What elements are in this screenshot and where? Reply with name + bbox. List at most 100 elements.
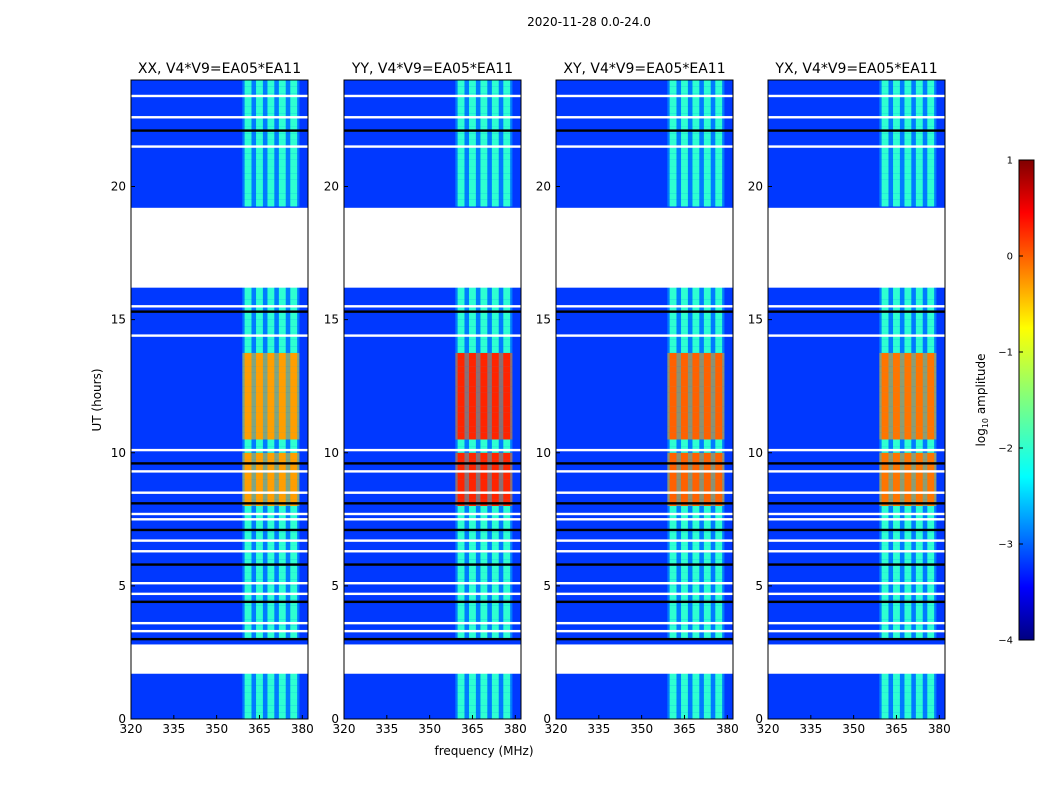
rfi-channel-cell: [715, 605, 723, 613]
rfi-channel-cell: [893, 679, 900, 686]
rfi-channel-cell: [927, 705, 935, 713]
rfi-channel-cell: [715, 159, 723, 167]
rfi-channel-cell: [915, 699, 923, 706]
rfi-channel-cell: [692, 399, 700, 407]
rfi-channel-cell: [904, 119, 912, 127]
rfi-channel-cell: [703, 679, 711, 686]
rfi-channel-cell: [681, 699, 688, 706]
rfi-channel-cell: [278, 359, 286, 367]
rfi-channel-cell: [715, 492, 723, 500]
rfi-channel-cell: [881, 452, 889, 460]
rfi-channel-cell: [244, 506, 252, 513]
rfi-channel-cell: [681, 472, 688, 480]
rfi-channel-cell: [244, 426, 252, 433]
rfi-channel-cell: [267, 193, 275, 200]
rfi-channel-cell: [469, 159, 476, 167]
rfi-channel-cell: [457, 492, 465, 500]
rfi-channel-cell: [703, 572, 711, 580]
rfi-channel-cell: [503, 80, 511, 87]
rfi-channel-cell: [457, 392, 465, 400]
rfi-channel-cell: [703, 412, 711, 420]
rfi-channel-cell: [267, 379, 275, 387]
rfi-channel-cell: [244, 679, 252, 686]
rfi-channel-cell: [469, 565, 476, 573]
rfi-channel-cell: [244, 545, 252, 553]
rfi-channel-cell: [469, 312, 476, 320]
rfi-channel-cell: [244, 712, 252, 719]
rfi-channel-cell: [290, 166, 298, 174]
rfi-channel-cell: [703, 339, 711, 347]
rfi-channel-cell: [915, 359, 923, 367]
rfi-channel-cell: [692, 539, 700, 546]
rfi-channel-cell: [457, 366, 465, 373]
rfi-channel-cell: [256, 532, 263, 540]
rfi-channel-cell: [715, 406, 723, 413]
rfi-channel-cell: [256, 372, 263, 380]
rfi-channel-cell: [267, 106, 275, 114]
rfi-channel-cell: [915, 625, 923, 633]
y-axis-label: UT (hours): [90, 368, 104, 431]
rfi-channel-cell: [290, 179, 298, 187]
rfi-channel-cell: [256, 519, 263, 526]
rfi-channel-cell: [290, 99, 298, 107]
rfi-channel-cell: [278, 605, 286, 613]
rfi-channel-cell: [669, 559, 677, 566]
rfi-channel-cell: [881, 366, 889, 373]
rfi-channel-cell: [915, 139, 923, 147]
rfi-channel-cell: [881, 519, 889, 526]
rfi-channel-cell: [290, 133, 298, 140]
rfi-channel-cell: [881, 565, 889, 573]
rfi-channel-cell: [881, 119, 889, 127]
panel-frame: [130, 79, 309, 720]
flagged-row: [768, 470, 945, 473]
flagged-row: [556, 448, 733, 452]
rfi-channel-cell: [491, 133, 499, 140]
rfi-channel-cell: [491, 159, 499, 167]
rfi-channel-cell: [267, 339, 275, 347]
rfi-channel-cell: [681, 352, 688, 360]
rfi-channel-cell: [457, 472, 465, 480]
rfi-channel-cell: [267, 679, 275, 686]
rfi-channel-cell: [256, 386, 263, 393]
rfi-channel-cell: [244, 379, 252, 387]
rfi-channel-cell: [457, 379, 465, 387]
rfi-channel-cell: [703, 432, 711, 440]
rfi-channel-cell: [703, 299, 711, 307]
rfi-channel-cell: [290, 545, 298, 553]
flagged-row: [556, 129, 733, 132]
rfi-channel-cell: [915, 106, 923, 114]
flagged-row: [768, 334, 945, 337]
rfi-channel-cell: [893, 379, 900, 387]
rfi-channel-cell: [692, 299, 700, 307]
rfi-channel-cell: [692, 392, 700, 400]
rfi-channel-cell: [692, 506, 700, 513]
rfi-channel-cell: [480, 193, 488, 200]
rfi-channel-cell: [881, 193, 889, 200]
rfi-channel-cell: [904, 326, 912, 333]
rfi-channel-cell: [669, 506, 677, 513]
flagged-row: [131, 145, 308, 148]
rfi-channel-cell: [244, 612, 252, 620]
rfi-channel-cell: [267, 592, 275, 600]
rfi-channel-cell: [267, 166, 275, 174]
rfi-channel-cell: [893, 159, 900, 167]
rfi-channel-cell: [457, 199, 465, 207]
rfi-channel-cell: [927, 306, 935, 313]
rfi-channel-cell: [669, 359, 677, 367]
rfi-channel-cell: [681, 173, 688, 180]
rfi-channel-cell: [469, 326, 476, 333]
rfi-channel-cell: [457, 486, 465, 493]
rfi-channel-cell: [480, 80, 488, 87]
rfi-channel-cell: [692, 139, 700, 147]
colorbar: 10−1−2−3−4 log10 amplitude: [974, 156, 1035, 647]
rfi-channel-cell: [503, 299, 511, 307]
rfi-channel-cell: [715, 346, 723, 353]
rfi-channel-cell: [681, 545, 688, 553]
rfi-channel-cell: [669, 466, 677, 473]
rfi-channel-cell: [915, 486, 923, 493]
rfi-channel-cell: [715, 452, 723, 460]
rfi-channel-cell: [290, 86, 298, 94]
rfi-channel-cell: [681, 179, 688, 187]
rfi-channel-cell: [904, 319, 912, 327]
